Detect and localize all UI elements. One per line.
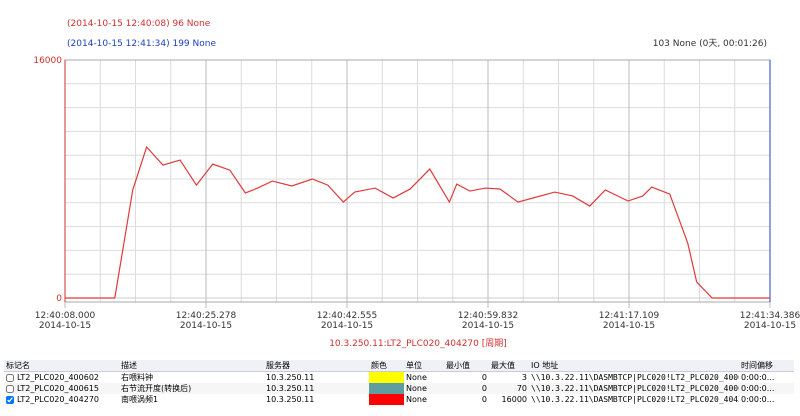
span-info: 103 None (0天, 00:01:26) (653, 39, 767, 49)
table-cell: 70 (516, 384, 527, 393)
x-tick-time: 12:40:42.555 (317, 311, 377, 321)
x-tick-date: 2014-10-15 (603, 321, 655, 331)
tag-name: LT2_PLC020_404270 (17, 395, 100, 404)
table-cell: 南喂涡频1 (121, 395, 159, 404)
column-header: 最大值 (489, 360, 529, 372)
x-tick-time: 12:41:34.386 (740, 311, 800, 321)
row-checkbox[interactable] (6, 373, 14, 382)
header-row: 标记名 描述 服务器 颜色 单位 最小值 最大值 IO 地址 时间偏移 (4, 360, 794, 372)
table-cell: 0 (481, 395, 487, 404)
x-tick-time: 12:40:25.278 (176, 311, 237, 321)
y-tick-label: 0 (56, 294, 62, 304)
column-header: 服务器 (264, 360, 369, 372)
table-cell: 10.3.250.11 (266, 395, 315, 404)
table-cell: 0:00:0... (741, 373, 775, 382)
x-tick-date: 2014-10-15 (462, 321, 514, 331)
tag-table: 标记名 描述 服务器 颜色 单位 最小值 最大值 IO 地址 时间偏移 LT2_PLC020_4… (4, 360, 794, 405)
row-checkbox[interactable] (6, 384, 14, 393)
x-tick-date: 2014-10-15 (321, 321, 373, 331)
table-cell: 右喂料钟 (121, 373, 153, 382)
tag-name: LT2_PLC020_400615 (17, 384, 100, 393)
column-header: 描述 (119, 360, 264, 372)
x-tick-date: 2014-10-15 (180, 321, 232, 331)
cursor-left: (2014-10-15 12:40:08) 96 None (67, 19, 211, 29)
table-cell: 0:00:0... (741, 384, 775, 393)
table-cell: \\10.3.22.11\DASMBTCP|PLC020!LT2_PLC020_… (531, 373, 739, 382)
tag-cell: LT2_PLC020_400602 (4, 372, 119, 384)
table-cell: 10.3.250.11 (266, 384, 315, 393)
table-row: LT2_PLC020_400602 右喂料钟 10.3.250.11 None 0 3 \\… (4, 371, 794, 384)
table-cell: 3 (521, 373, 527, 382)
x-tick-time: 12:40:59.832 (458, 311, 518, 321)
x-tick-time: 12:40:08.000 (35, 311, 96, 321)
column-header: 颜色 (369, 360, 404, 372)
column-header: 最小值 (444, 360, 489, 372)
x-tick-date: 2014-10-15 (39, 321, 91, 331)
column-header: 标记名 (4, 360, 119, 372)
column-header: IO 地址 (529, 360, 739, 372)
x-tick-date: 2014-10-15 (744, 321, 796, 331)
table-row: LT2_PLC020_404270 南喂涡频1 10.3.250.11 None 0 16… (4, 394, 794, 405)
table-cell: \\10.3.22.11\DASMBTCP|PLC020!LT2_PLC020_… (531, 384, 739, 393)
table-cell: \\10.3.22.11\DASMBTCP|PLC020!LT2_PLC020_… (531, 395, 739, 404)
tag-cell: LT2_PLC020_400615 (4, 383, 119, 394)
table-row: LT2_PLC020_400615 右节流开度(转换后) 10.3.250.11 No… (4, 383, 794, 394)
x-tick-time: 12:41:17.109 (599, 311, 660, 321)
table-cell: 0 (481, 384, 487, 393)
trend-line (65, 145, 770, 299)
table-cell: None (406, 384, 427, 393)
column-header: 时间偏移 (739, 360, 794, 372)
table-cell: 右节流开度(转换后) (121, 384, 192, 393)
chart: (2014-10-15 12:40:08) 96 None (2014-10-1… (33, 19, 800, 349)
caption: 10.3.250.11:LT2_PLC020_404270 [周期] (329, 338, 507, 349)
table-cell: 10.3.250.11 (266, 373, 315, 382)
row-checkbox[interactable] (6, 395, 14, 404)
tag-name: LT2_PLC020_400602 (17, 373, 100, 382)
y-tick-label: 16000 (33, 56, 62, 66)
table-cell: 0 (481, 373, 487, 382)
color-cell (369, 394, 404, 405)
cursor-right: (2014-10-15 12:41:34) 199 None (67, 39, 216, 49)
table-cell: 0:00:0... (741, 395, 775, 404)
table-cell: None (406, 395, 427, 404)
column-header: 单位 (404, 360, 444, 372)
color-cell (369, 371, 404, 383)
color-cell (369, 383, 404, 394)
table-cell: 16000 (501, 395, 527, 404)
table-cell: None (406, 373, 427, 382)
tag-cell: LT2_PLC020_404270 (4, 394, 119, 405)
